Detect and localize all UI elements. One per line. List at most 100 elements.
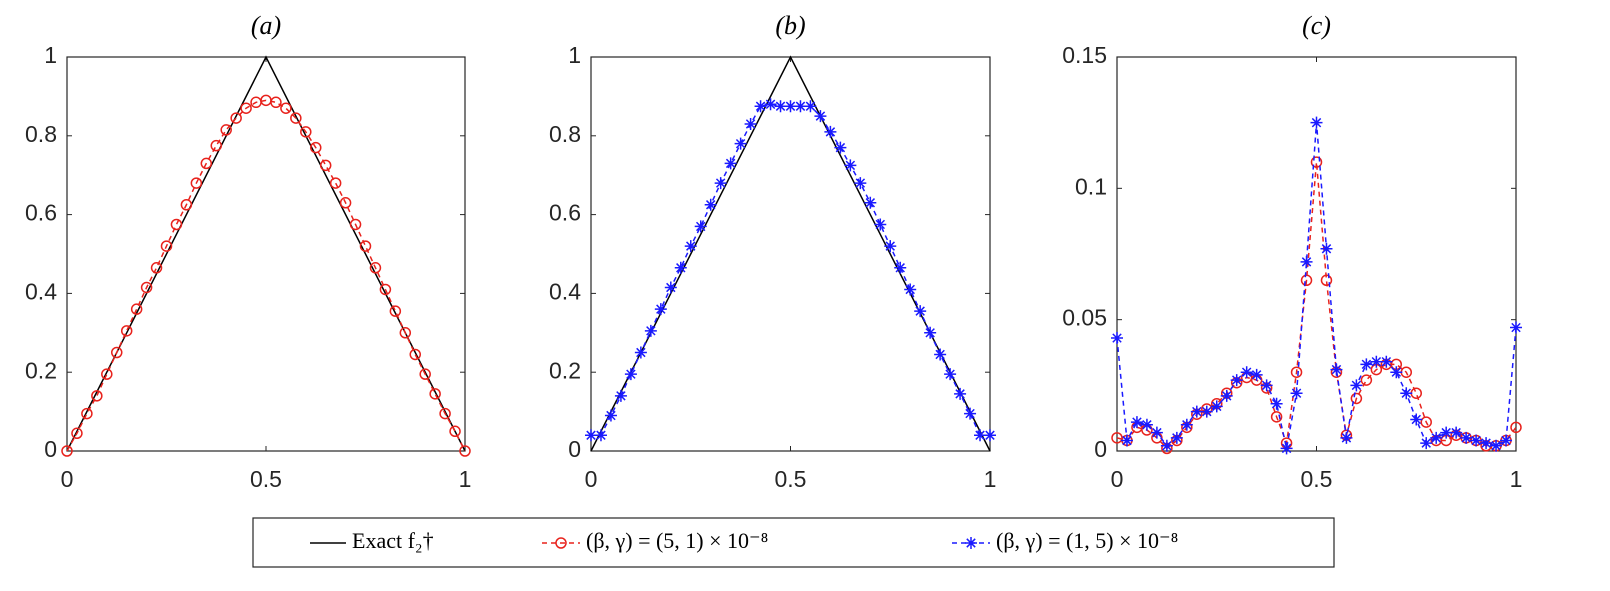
marker <box>270 96 282 109</box>
marker <box>614 389 627 402</box>
y-tick-label: 1 <box>568 42 581 68</box>
marker <box>1510 321 1522 334</box>
marker <box>170 218 183 231</box>
panel-title: (b) <box>775 11 805 40</box>
marker <box>964 407 977 420</box>
marker <box>1280 442 1293 455</box>
marker <box>744 117 757 130</box>
marker <box>1300 274 1313 287</box>
marker <box>310 141 322 154</box>
marker <box>1330 363 1343 376</box>
y-tick-label: 0.15 <box>1062 42 1107 68</box>
marker <box>1230 374 1243 387</box>
marker <box>150 262 163 274</box>
y-tick-label: 0.4 <box>25 278 57 304</box>
y-tick-label: 0.8 <box>549 121 581 147</box>
y-tick-label: 0 <box>568 436 581 462</box>
marker <box>894 261 907 274</box>
marker <box>101 368 113 380</box>
marker <box>734 137 747 150</box>
marker <box>1160 439 1173 452</box>
marker <box>399 327 412 339</box>
marker <box>774 100 787 113</box>
marker <box>914 305 927 318</box>
y-tick-label: 0 <box>44 436 57 462</box>
marker <box>1470 434 1483 447</box>
marker <box>674 261 687 274</box>
marker <box>379 283 392 296</box>
y-tick-label: 0.05 <box>1062 305 1107 331</box>
marker <box>624 368 637 381</box>
marker <box>1480 437 1493 450</box>
series-line <box>66 99 466 452</box>
marker <box>81 407 93 420</box>
marker <box>339 197 352 209</box>
marker <box>210 139 222 152</box>
y-tick-label: 0.2 <box>25 357 57 383</box>
marker <box>654 303 667 316</box>
marker <box>854 177 867 190</box>
marker <box>1170 431 1183 444</box>
marker <box>1180 418 1193 431</box>
y-tick-label: 0.6 <box>25 200 57 226</box>
marker <box>1310 116 1323 129</box>
legend-marker <box>965 537 977 549</box>
marker <box>1310 156 1323 168</box>
marker <box>1140 418 1153 431</box>
marker <box>200 157 213 170</box>
marker <box>704 198 717 211</box>
marker <box>389 305 402 317</box>
marker <box>1260 379 1273 392</box>
marker <box>1370 355 1383 368</box>
marker <box>714 177 727 190</box>
y-tick-label: 0.8 <box>25 121 57 147</box>
marker <box>1300 255 1313 268</box>
legend-box <box>252 517 1335 568</box>
panel-title: (c) <box>1302 11 1331 40</box>
marker <box>844 159 857 172</box>
marker <box>874 218 887 231</box>
marker <box>1380 355 1393 368</box>
marker <box>1360 358 1373 371</box>
marker <box>585 429 597 442</box>
marker <box>91 390 103 402</box>
marker <box>190 177 203 189</box>
series-line <box>66 55 466 452</box>
marker <box>1220 389 1233 402</box>
marker <box>329 177 342 189</box>
marker <box>984 429 996 442</box>
marker <box>1240 366 1253 379</box>
x-tick-label: 0.5 <box>250 466 282 492</box>
y-tick-label: 0 <box>1094 436 1107 462</box>
marker <box>419 368 431 380</box>
y-tick-label: 0.2 <box>549 357 581 383</box>
marker <box>694 220 707 233</box>
marker <box>1320 274 1333 287</box>
marker <box>884 240 897 253</box>
x-tick-label: 0.5 <box>1301 466 1333 492</box>
marker <box>954 387 967 400</box>
y-tick-label: 1 <box>44 42 57 68</box>
marker <box>1190 405 1203 418</box>
marker <box>924 326 937 339</box>
marker <box>429 388 441 400</box>
marker <box>684 240 697 253</box>
marker <box>634 346 647 359</box>
marker <box>1400 387 1413 400</box>
legend-marker <box>555 537 567 549</box>
marker <box>1350 379 1363 392</box>
marker <box>814 110 827 123</box>
marker <box>280 102 292 114</box>
marker <box>180 199 193 211</box>
marker <box>1270 411 1283 423</box>
marker <box>160 240 173 252</box>
marker <box>1320 242 1333 255</box>
marker <box>1490 439 1503 452</box>
marker <box>944 368 957 381</box>
marker <box>130 303 143 315</box>
marker <box>449 425 461 438</box>
marker <box>1350 392 1363 405</box>
marker <box>439 407 451 420</box>
